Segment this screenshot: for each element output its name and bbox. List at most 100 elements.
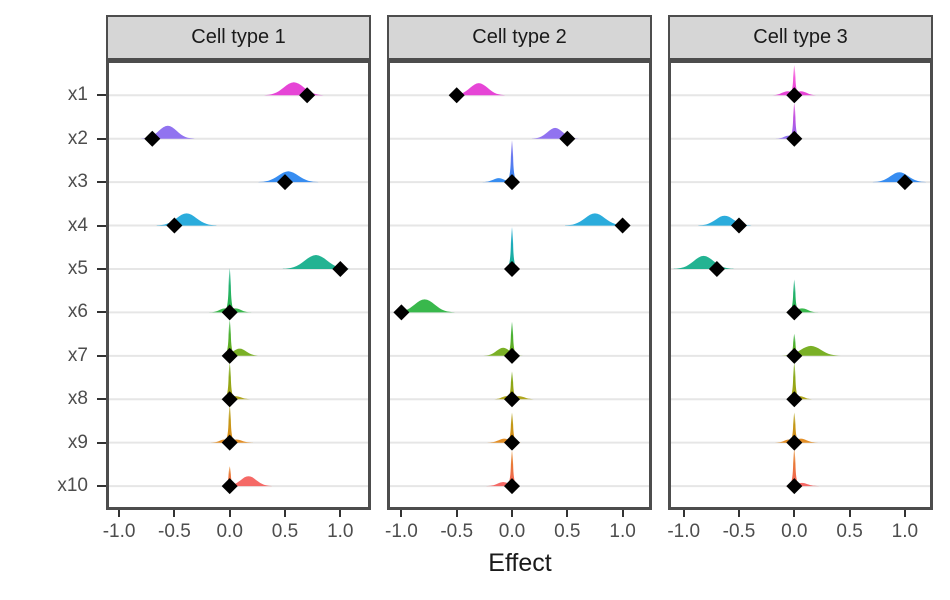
density-spike [789,448,799,487]
effect-point [896,174,913,191]
x-tick-label: 0.0 [781,521,808,542]
y-tick-mark [97,311,106,314]
density-ridge [872,172,926,183]
panel-border [106,60,371,510]
density-spike [225,362,235,400]
x-axis-title: Effect [488,549,552,577]
x-tick-label: -0.5 [722,521,756,542]
density-spike [507,412,517,443]
effect-point [504,347,520,364]
x-tick-mark [118,510,121,517]
effect-point [221,478,238,495]
x-tick-label: 0.0 [216,521,243,542]
effect-point [504,391,520,408]
effect-point [504,478,520,495]
effect-point [708,260,725,277]
effect-point [504,434,520,451]
x-tick-mark [228,510,231,517]
x-tick-mark [903,510,906,517]
effect-point [448,87,465,104]
effect-point [332,260,349,277]
y-tick-label: x2 [67,127,88,149]
facet-title: Cell type 3 [753,26,848,48]
effect-point [221,434,238,451]
x-tick-mark [173,510,176,517]
density-spike [507,227,517,269]
x-tick-label: -1.0 [385,521,418,542]
y-tick-label: x3 [67,171,88,193]
y-tick-mark [97,224,106,227]
y-tick-mark [97,398,106,401]
effect-point [504,174,520,191]
y-tick-mark [97,181,106,184]
y-tick-label: x10 [57,475,88,497]
y-tick-mark [97,94,106,97]
y-tick-mark [97,485,106,488]
density-spike [225,466,235,487]
effect-point [731,217,747,234]
density-spike [507,140,517,183]
effect-point [166,217,183,234]
x-tick-label: 1.0 [891,521,919,542]
facet-title: Cell type 1 [191,26,286,48]
density-ridge [282,255,350,269]
x-tick-label: 0.5 [554,521,581,542]
x-tick-label: -1.0 [667,521,701,542]
facet-header: Cell type 2 [387,15,652,60]
density-spike [507,321,517,356]
effect-point [786,304,803,321]
x-tick-label: 0.5 [271,521,299,542]
x-tick-mark [793,510,796,517]
x-tick-label: 0.0 [498,521,526,542]
x-tick-label: 0.5 [836,521,863,542]
density-spike [789,65,799,96]
x-tick-mark [848,510,851,517]
density-spike [507,450,517,487]
density-spike [225,404,235,443]
density-ridge [452,83,506,96]
density-spike [789,412,799,443]
density-ridge [258,171,319,183]
density-ridge [264,82,324,96]
effect-point [277,174,293,191]
effect-point [504,260,520,277]
x-tick-label: 1.0 [609,521,636,542]
effect-point [786,347,803,364]
x-tick-mark [682,510,685,517]
y-tick-mark [97,441,106,444]
y-tick-label: x5 [67,257,88,279]
effect-point [786,87,803,104]
density-ridge [565,213,625,226]
x-tick-label: -1.0 [102,521,136,542]
x-tick-mark [400,510,403,517]
density-ridge [673,255,734,269]
density-ridge [156,213,217,226]
effect-point [786,130,803,147]
y-tick-label: x7 [67,344,88,366]
facet-header: Cell type 1 [106,15,371,60]
effect-point [221,391,238,408]
effect-point [614,217,631,234]
effect-point [786,478,803,495]
effect-point [221,347,238,364]
x-tick-label: 1.0 [327,521,354,542]
effect-point [559,130,576,147]
x-tick-mark [455,510,458,517]
facet-panel [387,60,652,510]
x-tick-label: -0.5 [158,521,191,542]
density-spike [507,371,517,400]
density-ridge [394,299,455,313]
y-tick-label: x9 [67,431,88,453]
y-tick-label: x1 [67,84,88,106]
effect-point [144,130,161,147]
density-spike [225,268,235,313]
y-tick-mark [97,137,106,140]
y-tick-label: x4 [67,214,88,236]
panel-border [387,60,652,510]
x-tick-mark [738,510,740,517]
x-tick-mark [566,510,569,517]
x-tick-mark [511,510,513,517]
effect-point [393,304,410,321]
x-tick-mark [339,510,342,517]
